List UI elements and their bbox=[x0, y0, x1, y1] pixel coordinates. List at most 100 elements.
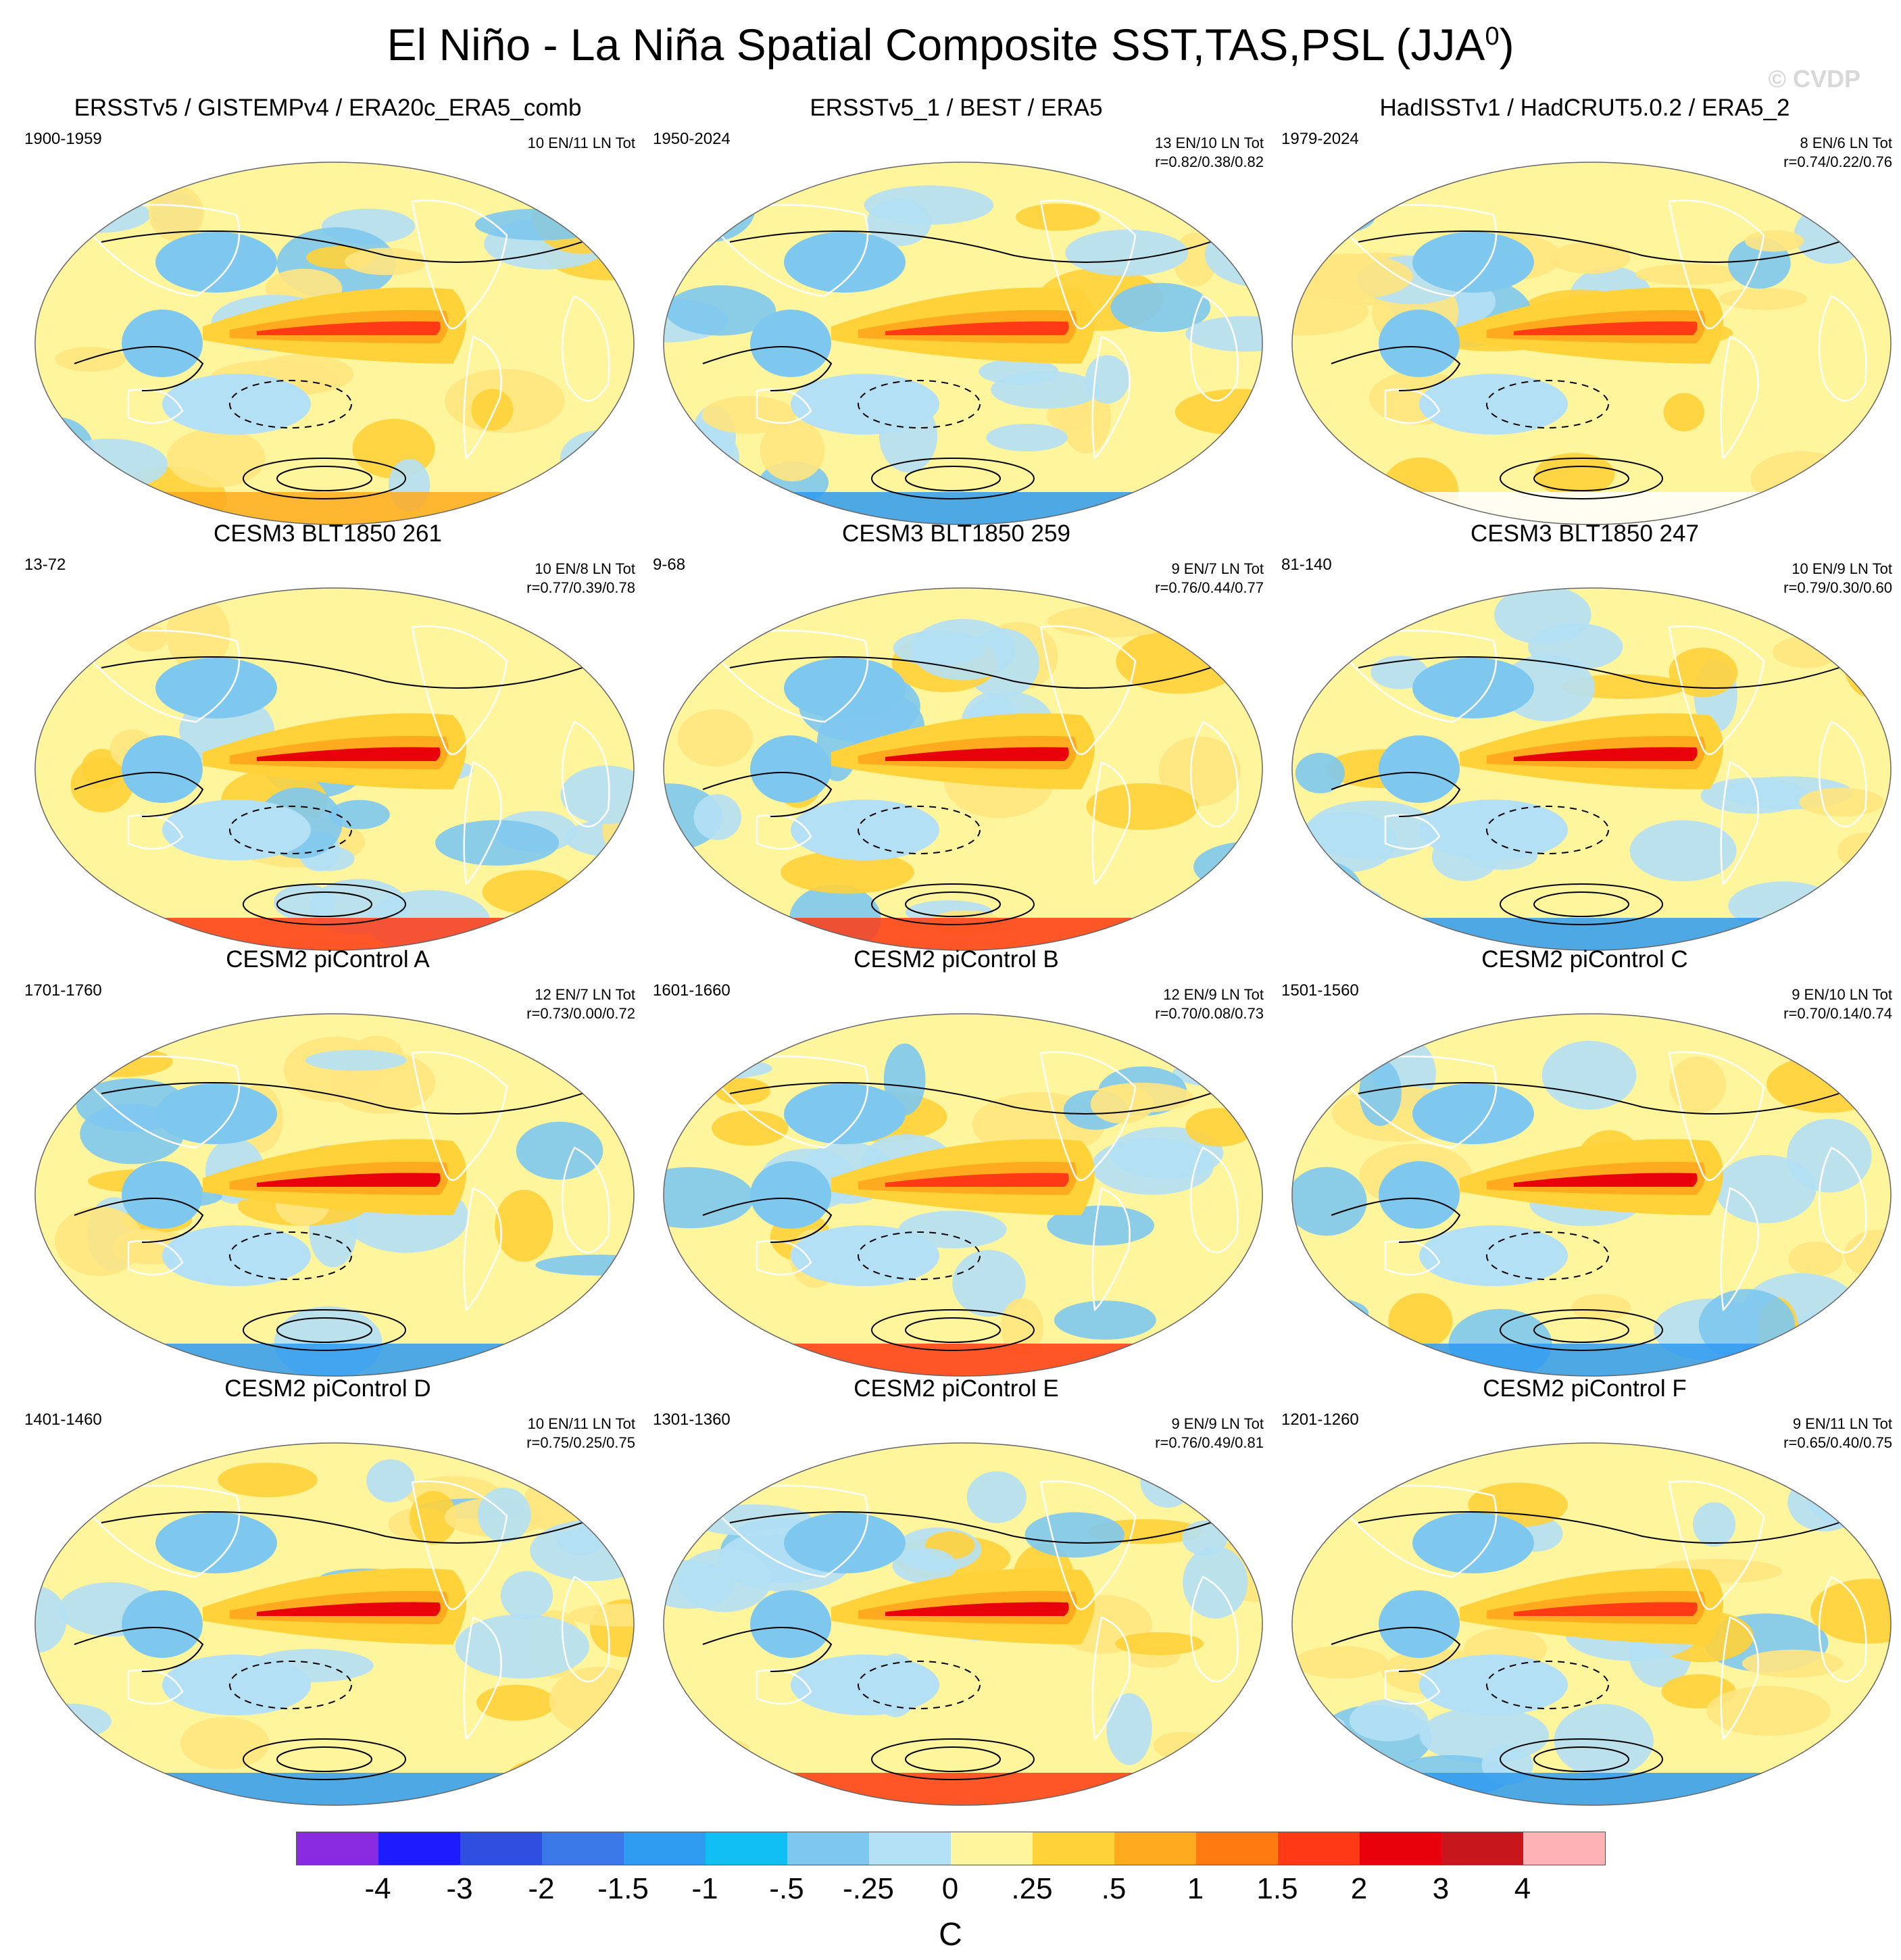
panel-period: 1701-1760 bbox=[24, 981, 102, 1000]
panel-period: 1979-2024 bbox=[1281, 130, 1359, 148]
north-america-coast bbox=[1039, 199, 1137, 330]
robinson-map bbox=[1291, 1012, 1892, 1377]
north-america-coast bbox=[1039, 625, 1137, 756]
warm-anomaly bbox=[1663, 393, 1705, 432]
psl-contour-positive bbox=[1533, 891, 1629, 917]
colorbar-swatch bbox=[460, 1832, 542, 1865]
colorbar-tick-label: -4 bbox=[364, 1872, 391, 1905]
psl-contour-negative bbox=[1486, 1661, 1609, 1709]
map-svg bbox=[34, 1013, 635, 1377]
colorbar-tick-label: 3 bbox=[1432, 1872, 1450, 1905]
panel-period: 1401-1460 bbox=[24, 1411, 102, 1429]
robinson-map bbox=[662, 1442, 1264, 1807]
psl-contour-positive bbox=[1358, 230, 1859, 263]
maritime-cont-cool bbox=[750, 1161, 831, 1229]
colorbar-swatch bbox=[542, 1832, 624, 1865]
south-america-coast bbox=[1720, 335, 1759, 460]
psl-contour-negative bbox=[229, 1231, 352, 1280]
warm-anomaly bbox=[1669, 1056, 1726, 1113]
warm-anomaly bbox=[1175, 389, 1262, 435]
map-panel: CESM3 BLT1850 247 81-140 10 EN/9 LN Tot r=0… bbox=[1270, 520, 1899, 953]
psl-contour-positive bbox=[74, 346, 204, 391]
psl-contour-positive bbox=[1500, 458, 1663, 499]
cool-anomaly bbox=[564, 898, 634, 932]
nw-pacific-cool bbox=[155, 1513, 277, 1573]
warm-anomaly bbox=[1292, 253, 1413, 300]
nw-pacific-cool bbox=[1412, 1083, 1534, 1144]
nino-core bbox=[257, 1173, 441, 1187]
warm-anomaly bbox=[1388, 1293, 1453, 1349]
africa-coast bbox=[1818, 720, 1867, 828]
robinson-map bbox=[1291, 587, 1892, 952]
colorbar-swatch bbox=[787, 1832, 869, 1865]
psl-contour-negative bbox=[858, 380, 981, 428]
colorbar-swatch bbox=[1196, 1832, 1278, 1865]
panel-period: 1900-1959 bbox=[24, 130, 102, 148]
warm-anomaly bbox=[1767, 1054, 1888, 1113]
panel-period: 9-68 bbox=[653, 556, 686, 574]
warm-anomaly bbox=[677, 709, 753, 767]
warm-anomaly bbox=[1292, 288, 1368, 336]
africa-coast bbox=[1189, 720, 1239, 828]
map-panel: CESM3 BLT1850 261 13-72 10 EN/8 LN Tot r=0.… bbox=[14, 520, 642, 953]
eurasia-coast bbox=[72, 1484, 241, 1578]
psl-contour-positive bbox=[74, 1627, 204, 1672]
colorbar-tick-label: 4 bbox=[1514, 1872, 1531, 1905]
colorbar-tick-label: -1.5 bbox=[597, 1872, 649, 1905]
cool-anomaly bbox=[1825, 445, 1891, 480]
cool-anomaly bbox=[1024, 1512, 1125, 1558]
eurasia-coast bbox=[72, 629, 241, 723]
north-america-coast bbox=[1668, 1051, 1765, 1181]
robinson-map bbox=[662, 587, 1264, 952]
sw-pacific-cool bbox=[1419, 1655, 1568, 1715]
psl-contour-positive bbox=[871, 1309, 1035, 1351]
panel-stats: 9 EN/10 LN Tot r=0.70/0.14/0.74 bbox=[1783, 985, 1892, 1023]
nw-pacific-cool bbox=[784, 1083, 906, 1144]
panel-stats: 12 EN/9 LN Tot r=0.70/0.08/0.73 bbox=[1155, 985, 1264, 1023]
map-border bbox=[663, 1442, 1263, 1806]
panel-title: CESM3 BLT1850 247 bbox=[1471, 520, 1699, 547]
psl-contour-positive bbox=[702, 1198, 833, 1243]
cool-anomaly bbox=[435, 820, 560, 866]
panel-title: CESM2 piControl A bbox=[226, 946, 430, 973]
nino-core bbox=[257, 747, 441, 761]
cool-anomaly bbox=[43, 196, 151, 233]
sw-pacific-cool bbox=[791, 374, 939, 435]
cool-anomaly bbox=[1692, 1502, 1736, 1547]
sw-pacific-cool bbox=[162, 1225, 311, 1286]
robinson-map bbox=[1291, 1442, 1892, 1807]
cool-anomaly bbox=[986, 423, 1068, 451]
cool-anomaly bbox=[952, 1250, 1026, 1317]
psl-contour-negative bbox=[858, 806, 981, 854]
pattern-correlations: r=0.82/0.38/0.82 bbox=[1155, 153, 1264, 170]
warm-anomaly bbox=[1185, 474, 1262, 522]
maritime-cont-cool bbox=[750, 310, 831, 377]
colorbar-tick-label: -.5 bbox=[769, 1872, 804, 1905]
warm-anomaly bbox=[1090, 1084, 1154, 1124]
psl-contour-positive bbox=[101, 1511, 602, 1544]
panel-stats: 13 EN/10 LN Tot r=0.82/0.38/0.82 bbox=[1155, 134, 1264, 172]
colorbar-tick-label: 0 bbox=[941, 1872, 959, 1905]
robinson-map bbox=[1291, 161, 1892, 526]
panel-title: CESM2 piControl C bbox=[1481, 946, 1688, 973]
panel-period: 1501-1560 bbox=[1281, 981, 1359, 1000]
nino-core bbox=[1514, 747, 1698, 761]
pattern-correlations: r=0.76/0.49/0.81 bbox=[1155, 1434, 1264, 1451]
panel-title: CESM2 piControl D bbox=[224, 1375, 431, 1402]
cool-anomaly bbox=[366, 1459, 415, 1502]
africa-coast bbox=[561, 1575, 610, 1683]
nino-core bbox=[1514, 1602, 1698, 1616]
warm-anomaly bbox=[1750, 451, 1853, 507]
nino-core bbox=[885, 747, 1069, 761]
warm-anomaly bbox=[1015, 203, 1101, 231]
psl-contour-negative bbox=[229, 1661, 352, 1709]
psl-contour-positive bbox=[74, 772, 204, 817]
nino-core bbox=[885, 1602, 1069, 1616]
map-svg bbox=[1291, 1013, 1892, 1377]
psl-contour-positive bbox=[729, 1511, 1231, 1544]
warm-anomaly bbox=[1744, 230, 1804, 252]
cool-anomaly bbox=[1527, 622, 1623, 670]
psl-contour-positive bbox=[905, 1746, 1001, 1772]
cool-anomaly bbox=[1091, 1137, 1214, 1195]
panel-title: CESM3 BLT1850 259 bbox=[842, 520, 1070, 547]
